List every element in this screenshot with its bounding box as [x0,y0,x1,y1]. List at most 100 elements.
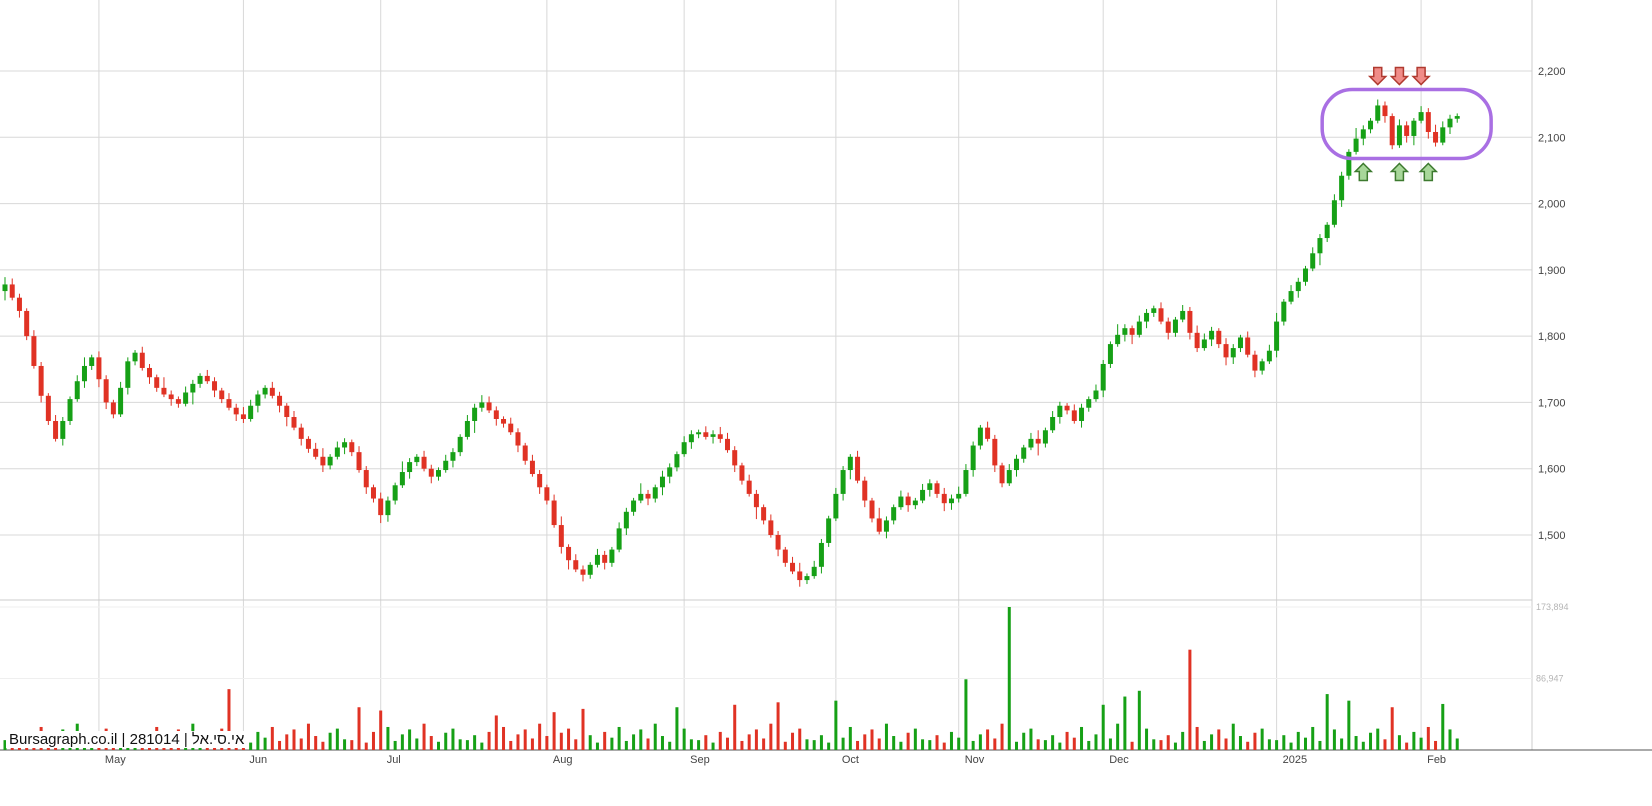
volume-bar [603,731,607,750]
candle [428,468,434,477]
volume-bar [292,729,296,750]
candle [1006,470,1012,484]
volume-bar [906,732,910,750]
volume-bar [1195,726,1199,750]
volume-bar [1116,723,1120,750]
candle [790,562,796,572]
candle [804,576,810,581]
candle [1209,330,1215,340]
x-axis-label: Oct [842,754,859,766]
candle [1447,118,1453,128]
candle [1201,339,1207,349]
candle [103,379,109,403]
candle [544,487,550,501]
volume-bar [841,737,845,750]
candle [248,405,254,419]
volume-bar [1087,740,1091,750]
volume-bar [1130,741,1134,750]
candle [1382,105,1388,117]
volume-bar [1224,738,1228,750]
candle [1274,321,1280,351]
volume-bar [270,726,274,750]
candle [1172,319,1178,333]
candle [934,483,940,494]
volume-bar [1051,735,1055,750]
candle [573,560,579,570]
candle [125,361,131,388]
volume-bar [350,740,354,750]
candle [1303,268,1308,282]
volume-bar [1217,729,1221,750]
volume-bar [762,738,766,750]
volume-bar [552,712,556,750]
x-axis-label: Sep [690,754,710,766]
volume-bar [306,723,310,750]
candle [16,297,22,311]
volume-bar [1159,740,1163,750]
candle [349,442,355,453]
candle [305,438,311,449]
volume-bar [1311,726,1315,750]
candle [645,493,651,499]
candle [558,525,564,547]
candle [1064,405,1070,411]
candle [963,470,969,494]
candle [522,445,528,461]
candle [833,493,839,519]
candle [378,498,384,516]
volume-bar [1267,739,1271,750]
volume-bar [957,737,961,750]
volume-bar [1419,737,1423,750]
candle [269,387,275,396]
x-axis-label: Aug [553,754,573,766]
buy-arrow-icon [1353,162,1374,182]
candle [370,487,376,499]
candle [493,410,499,419]
candle [74,381,80,400]
candle [1158,308,1164,322]
candle [1079,407,1085,421]
volume-bar [769,723,773,750]
volume-bar [704,735,708,750]
candle [414,456,420,463]
volume-bar [971,740,975,750]
volume-bar [408,729,412,750]
candle [1440,127,1446,143]
candle [1433,131,1439,143]
volume-bar [660,736,664,750]
candle [912,500,918,506]
candle [1389,116,1395,146]
candle [81,365,87,382]
price-axis-label: 2,100 [1538,132,1566,144]
volume-bar [834,700,838,750]
volume-bar [892,736,896,750]
candle [9,284,15,298]
volume-axis-label: 173,894 [1536,602,1569,612]
volume-bar [1455,738,1459,750]
volume-bar [1347,700,1351,750]
volume-bar [1369,732,1373,750]
volume-bar [733,704,737,750]
candle [529,460,535,475]
candle [840,470,846,494]
volume-bar [538,723,542,750]
candle [212,381,218,391]
volume-bar [1007,607,1011,750]
candle [992,438,998,466]
volume-bar [321,741,325,750]
volume-bar [451,728,455,750]
candle [436,470,441,477]
candle [1324,224,1330,239]
candle [753,493,759,508]
candle [631,500,637,512]
candle [761,507,767,521]
candle [696,432,702,435]
volume-bar [798,728,802,750]
volume-bar [1101,704,1105,750]
volume-bar [1426,726,1430,750]
volume-bar [899,741,903,750]
volume-bar [726,737,729,750]
candle [551,500,557,526]
candle [399,472,405,486]
